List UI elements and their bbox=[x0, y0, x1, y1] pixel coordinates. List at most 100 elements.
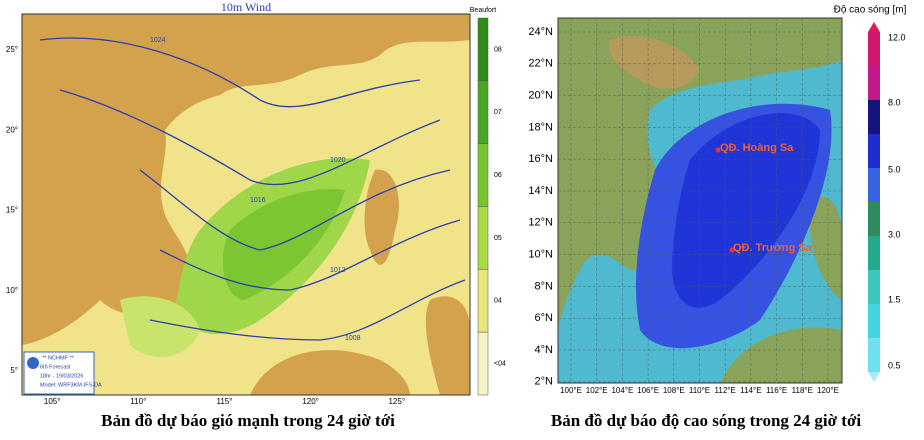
lat-label: 16°N bbox=[528, 153, 553, 165]
land bbox=[364, 169, 399, 265]
land bbox=[558, 18, 842, 330]
legend-text: Model: WRF3KM-IFS-DA bbox=[40, 382, 102, 388]
lat-label: 6°N bbox=[535, 312, 554, 324]
lat-label: 10°N bbox=[528, 249, 553, 261]
legend-box bbox=[23, 351, 95, 395]
scale-label: 04 bbox=[494, 298, 502, 305]
land bbox=[250, 350, 410, 395]
scale-label: 5.0 bbox=[888, 164, 901, 174]
scale-swatch bbox=[477, 17, 489, 82]
scale-swatch bbox=[868, 270, 880, 304]
isobars bbox=[39, 37, 466, 341]
lon-label: 102°E bbox=[586, 386, 608, 395]
scale-swatch bbox=[868, 168, 880, 202]
lat-label: 4°N bbox=[535, 344, 554, 356]
lat-label: 18°N bbox=[528, 121, 553, 133]
lat-label: 2°N bbox=[535, 376, 554, 388]
wind-map: 10m Wind Beaufort bbox=[21, 0, 497, 396]
caption: Bản đồ dự báo độ cao sóng trong 24 giờ t… bbox=[551, 411, 861, 430]
scale-swatch bbox=[868, 32, 880, 66]
legend-text: ** NCHMF ** bbox=[42, 355, 74, 361]
isobar-label: 1008 bbox=[345, 335, 361, 342]
lon-label: 116°E bbox=[766, 386, 787, 395]
lat-label: 12°N bbox=[528, 217, 553, 229]
lon-label: 120°E bbox=[817, 386, 839, 395]
frame bbox=[21, 13, 471, 396]
lon-label: 104°E bbox=[611, 386, 633, 395]
scale-label: 12.0 bbox=[888, 32, 906, 42]
scale-swatch bbox=[477, 206, 489, 270]
land bbox=[720, 327, 842, 383]
place-marker bbox=[715, 147, 721, 153]
lon-label: 110°E bbox=[689, 386, 710, 395]
place-label: QĐ. Trường Sa bbox=[733, 242, 813, 254]
caption: Bản đồ dự báo gió mạnh trong 24 giờ tới bbox=[101, 411, 395, 430]
scale-cap bbox=[868, 372, 880, 382]
scale-label: 1.5 bbox=[888, 294, 901, 304]
lat-label: 14°N bbox=[528, 185, 553, 197]
frame bbox=[557, 17, 843, 384]
scale-swatch bbox=[477, 143, 489, 207]
legend-text: 18hr - 19/03/2026 bbox=[40, 373, 83, 379]
lon-label: 110° bbox=[130, 397, 146, 406]
scale-label: 06 bbox=[494, 172, 502, 179]
scale-swatch bbox=[868, 100, 880, 134]
lon-label: 114°E bbox=[740, 386, 761, 395]
lat-label: 8°N bbox=[535, 280, 554, 292]
lat-label: 10° bbox=[6, 286, 18, 295]
scale-swatch bbox=[868, 202, 880, 236]
scale-swatch bbox=[868, 304, 880, 338]
lon-label: 125° bbox=[388, 397, 405, 406]
lon-label: 115° bbox=[216, 397, 232, 406]
scale-swatch bbox=[868, 236, 880, 270]
scale-swatch bbox=[868, 66, 880, 100]
lon-label: 106°E bbox=[637, 386, 659, 395]
legend-text: 6th Forecast bbox=[40, 364, 71, 370]
wind-zone bbox=[222, 189, 345, 300]
place-marker bbox=[729, 247, 735, 253]
wind-zone bbox=[120, 296, 200, 357]
scale-title: Beaufort bbox=[470, 7, 497, 14]
scale-label: 3.0 bbox=[888, 229, 901, 239]
scale-swatch bbox=[868, 134, 880, 168]
lon-label: 108°E bbox=[663, 386, 685, 395]
land bbox=[425, 296, 470, 395]
lat-label: 5° bbox=[10, 366, 18, 375]
wave-map: QĐ. Hoàng Sa QĐ. Trường Sa Độ cao sóng [… bbox=[557, 5, 907, 384]
scale-label: 08 bbox=[494, 46, 502, 53]
scale-label: <04 bbox=[494, 360, 506, 367]
wave-zone bbox=[671, 113, 820, 308]
scale-title: Độ cao sóng [m] bbox=[834, 5, 907, 16]
scale-swatch bbox=[477, 80, 489, 144]
lat-label: 15° bbox=[6, 206, 18, 215]
scale-label: 0.5 bbox=[888, 360, 901, 370]
lat-label: 20° bbox=[6, 125, 18, 134]
isobar-label: 1020 bbox=[330, 157, 346, 164]
scale-swatch bbox=[868, 338, 880, 372]
scale-label: 05 bbox=[494, 235, 502, 242]
lat-label: 22°N bbox=[528, 58, 553, 70]
land bbox=[22, 14, 470, 345]
land bbox=[609, 36, 700, 89]
lon-label: 100°E bbox=[560, 386, 582, 395]
scale-label: 8.0 bbox=[888, 97, 901, 107]
lat-label: 24°N bbox=[528, 26, 553, 38]
lat-label: 25° bbox=[6, 45, 18, 54]
scale-label: 07 bbox=[494, 109, 502, 116]
logo bbox=[27, 357, 39, 369]
isobar-label: 1016 bbox=[250, 197, 266, 204]
lon-label: 118°E bbox=[792, 386, 813, 395]
scale-cap bbox=[868, 22, 880, 32]
lon-label: 120° bbox=[302, 397, 319, 406]
land bbox=[809, 196, 842, 300]
lat-label: 20°N bbox=[528, 90, 553, 102]
isobar-label: 1012 bbox=[330, 267, 346, 274]
lon-label: 112°E bbox=[715, 386, 736, 395]
scale-swatch bbox=[477, 269, 489, 333]
place-label: QĐ. Hoàng Sa bbox=[720, 142, 794, 154]
scale-swatch bbox=[477, 331, 489, 396]
map-title: 10m Wind bbox=[221, 0, 271, 14]
lon-label: 105° bbox=[44, 397, 61, 406]
